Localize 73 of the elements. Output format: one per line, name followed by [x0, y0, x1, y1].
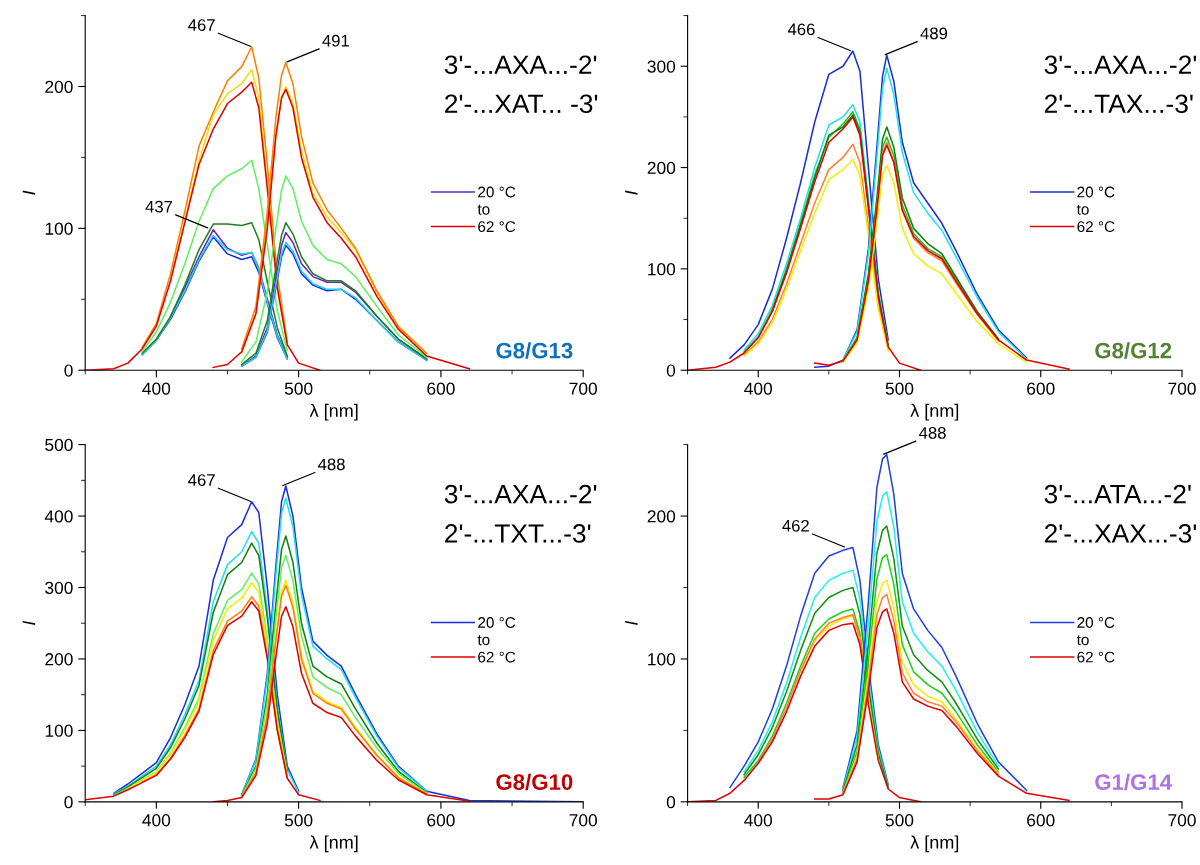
x-tick-label: 600: [1027, 382, 1055, 395]
x-axis-title: λ [nm]: [309, 835, 358, 853]
x-tick-label: 400: [744, 814, 773, 827]
y-axis-title: I: [22, 190, 36, 195]
y-tick-label: 300: [45, 581, 73, 594]
annotation: 2'-...TAX...-3': [1044, 94, 1193, 114]
y-tick-label: 200: [647, 161, 676, 175]
y-axis-title: I: [22, 620, 36, 626]
y-tick-label: 0: [666, 796, 676, 809]
y-tick-label: 300: [647, 60, 676, 73]
y-tick-label: 200: [45, 653, 73, 666]
x-tick-label: 500: [284, 382, 313, 395]
y-tick-label: 0: [64, 796, 73, 809]
annotation: to: [1076, 635, 1089, 646]
x-tick-label: 600: [427, 814, 455, 827]
annotation: to: [1076, 204, 1089, 215]
y-tick-label: 100: [45, 222, 73, 235]
x-tick-label: 400: [142, 814, 171, 827]
x-tick-label: 500: [885, 382, 914, 395]
x-tick-label: 700: [1168, 382, 1196, 395]
y-tick-label: 200: [647, 510, 676, 523]
annotation: 462: [782, 519, 809, 532]
legend-label: 62 °C: [1077, 221, 1115, 233]
annotation: 491: [322, 34, 349, 47]
x-tick-label: 400: [744, 382, 773, 395]
x-axis-title: λ [nm]: [910, 403, 959, 421]
annotation: 466: [787, 23, 815, 36]
x-tick-label: 400: [142, 382, 171, 395]
annotation: to: [477, 204, 490, 215]
y-tick-label: 0: [666, 364, 676, 377]
legend-label: 62 °C: [478, 221, 516, 233]
annotation: to: [477, 635, 490, 646]
annotation: 3'-...AXA...-2': [444, 484, 597, 504]
y-tick-label: 100: [648, 263, 676, 276]
annotation: 488: [318, 458, 345, 471]
y-tick-label: 100: [45, 724, 73, 737]
annotation: 3'-...AXA...-2': [1044, 55, 1197, 75]
y-axis-title: I: [625, 620, 638, 626]
annotation: 467: [188, 19, 215, 31]
annotation: 3'-...ATA...-2': [1044, 484, 1191, 504]
y-axis-title: I: [625, 190, 638, 195]
annotation: 488: [919, 427, 946, 439]
x-tick-label: 600: [1027, 814, 1055, 827]
annotation: 2'-...XAT... -3': [445, 94, 598, 114]
annotation: 437: [145, 200, 173, 213]
annotation: G8/G13: [496, 342, 573, 359]
x-tick-label: 500: [885, 814, 914, 827]
annotation: G1/G14: [1095, 773, 1172, 791]
y-tick-label: 400: [44, 510, 73, 523]
x-tick-label: 600: [427, 382, 455, 395]
x-axis-title: λ [nm]: [309, 403, 358, 421]
y-tick-label: 200: [45, 80, 73, 93]
legend-label: 20 °C: [1077, 186, 1115, 198]
x-tick-label: 700: [569, 382, 598, 395]
legend-label: 62 °C: [1077, 651, 1115, 663]
legend-label: 62 °C: [478, 651, 516, 663]
legend-label: 20 °C: [478, 617, 516, 628]
annotation: 2'-...XAX...-3': [1044, 524, 1197, 543]
annotation: 489: [920, 27, 948, 40]
annotation: 467: [188, 474, 215, 486]
annotation: G8/G12: [1095, 342, 1172, 359]
legend-label: 20 °C: [1077, 617, 1115, 628]
legend-label: 20 °C: [478, 186, 516, 198]
annotation: G8/G10: [496, 773, 573, 791]
annotation: 3'-...AXA...-2': [444, 55, 597, 75]
x-axis-title: λ [nm]: [910, 835, 959, 853]
x-tick-label: 700: [1168, 814, 1196, 827]
y-tick-label: 100: [648, 653, 676, 666]
annotation: 2'-...TXT...-3': [445, 524, 591, 543]
y-tick-label: 500: [45, 438, 73, 452]
x-tick-label: 700: [569, 814, 598, 827]
y-tick-label: 0: [64, 364, 73, 377]
x-tick-label: 500: [284, 814, 313, 827]
